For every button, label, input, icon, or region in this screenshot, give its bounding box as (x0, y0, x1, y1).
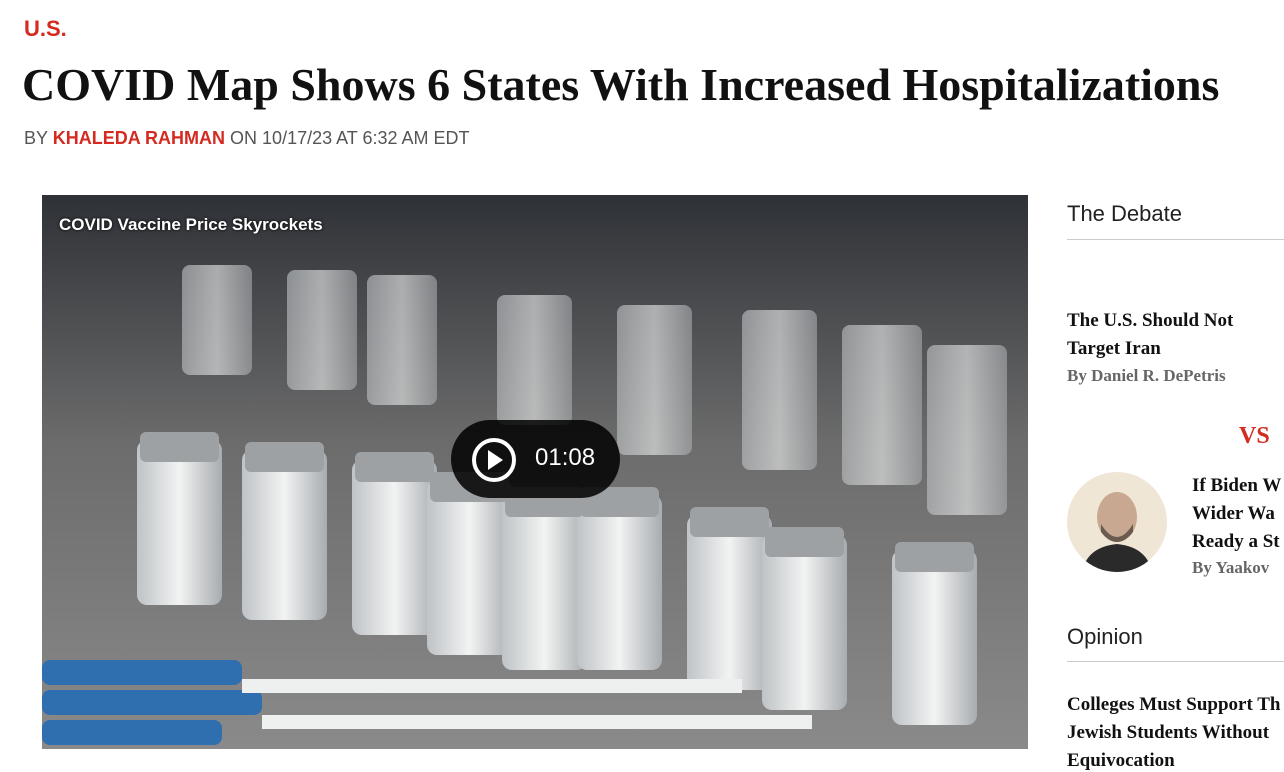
sidebar: The Debate The U.S. Should Not Target Ir… (1067, 0, 1284, 772)
video-player[interactable]: COVID Vaccine Price Skyrockets 01:08 (42, 195, 1028, 749)
title-line: Equivocation (1067, 750, 1175, 771)
video-frame (42, 195, 1028, 749)
byline-prefix: BY (24, 128, 48, 148)
title-line: Colleges Must Support Th (1067, 694, 1281, 715)
section-label[interactable]: U.S. (24, 16, 67, 41)
title-line: Target Iran (1067, 338, 1161, 359)
debate-heading: The Debate (1067, 201, 1182, 226)
opinion-title[interactable]: Colleges Must Support Th Jewish Students… (1067, 691, 1280, 772)
title-line: The U.S. Should Not (1067, 310, 1234, 331)
title-line: Jewish Students Without (1067, 722, 1270, 743)
title-line: Ready a St (1192, 531, 1280, 552)
vs-label: VS (1239, 423, 1270, 449)
title-line: Wider Wa (1192, 503, 1275, 524)
video-title: COVID Vaccine Price Skyrockets (59, 215, 323, 234)
debate-left-title[interactable]: The U.S. Should Not Target Iran (1067, 307, 1233, 363)
play-icon (472, 438, 516, 482)
title-line: If Biden W (1192, 475, 1282, 496)
play-button[interactable]: 01:08 (451, 420, 620, 498)
debate-right-author: By Yaakov (1192, 558, 1270, 577)
headline: COVID Map Shows 6 States With Increased … (22, 59, 1220, 110)
byline-date: ON 10/17/23 AT 6:32 AM EDT (230, 128, 470, 148)
divider (1067, 661, 1284, 662)
divider (1067, 239, 1284, 240)
author-avatar (1067, 472, 1167, 572)
avatar-image (1082, 492, 1152, 572)
byline: BY KHALEDA RAHMAN ON 10/17/23 AT 6:32 AM… (24, 128, 470, 149)
opinion-heading: Opinion (1067, 624, 1143, 649)
debate-left-author: By Daniel R. DePetris (1067, 366, 1226, 385)
debate-right-title[interactable]: If Biden W Wider Wa Ready a St (1192, 472, 1281, 556)
author-link[interactable]: KHALEDA RAHMAN (52, 128, 226, 148)
video-duration: 01:08 (535, 444, 596, 471)
